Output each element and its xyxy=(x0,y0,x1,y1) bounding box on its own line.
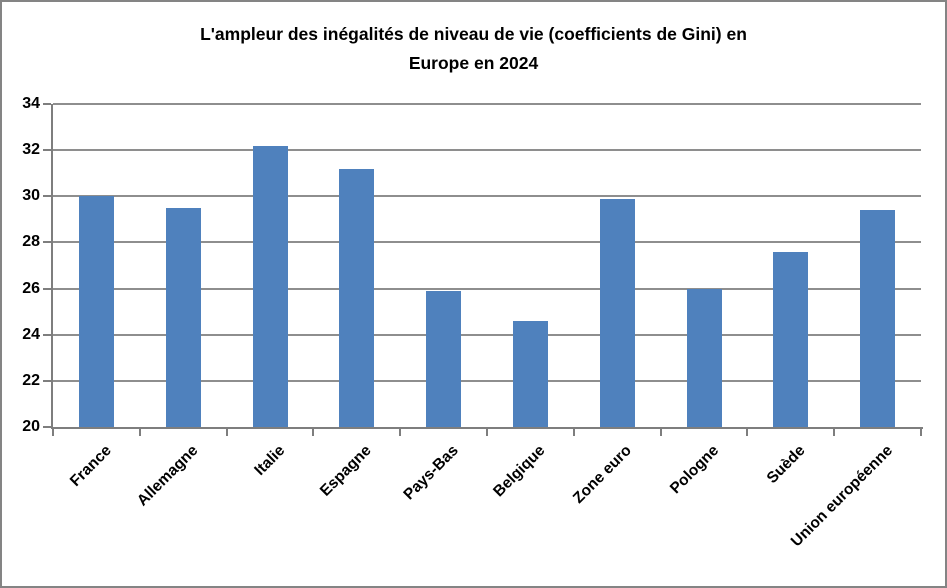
bar-belgique xyxy=(512,320,548,427)
y-axis-tick xyxy=(43,426,51,428)
x-category-label: Espagne xyxy=(317,442,375,500)
y-axis-tick xyxy=(43,287,51,290)
bar-france xyxy=(78,196,114,427)
x-axis-tick xyxy=(572,427,575,436)
chart-title-line-2: Europe en 2024 xyxy=(408,53,539,73)
chart-title-line-1: L'ampleur des inégalités de niveau de vi… xyxy=(200,24,747,44)
bar-zone-euro xyxy=(599,198,635,427)
gridline xyxy=(53,241,921,244)
chart-title: L'ampleur des inégalités de niveau de vi… xyxy=(2,20,945,78)
y-axis-tick xyxy=(43,333,51,336)
x-axis-tick xyxy=(833,427,836,436)
x-axis-tick xyxy=(312,427,315,436)
bar-pologne xyxy=(686,288,722,427)
y-axis-tick-label: 24 xyxy=(22,325,40,343)
x-axis-tick xyxy=(486,427,488,436)
x-axis-tick xyxy=(746,427,749,436)
x-axis-tick xyxy=(920,427,922,436)
bar-su-de xyxy=(773,251,809,427)
y-axis-tick-label: 28 xyxy=(22,233,40,251)
y-axis-tick xyxy=(43,241,51,244)
bar-italie xyxy=(252,145,288,427)
x-category-label: France xyxy=(66,442,115,490)
x-category-label: Italie xyxy=(251,442,289,480)
gridline xyxy=(53,287,921,290)
x-category-label: Belgique xyxy=(490,442,549,501)
y-axis-tick xyxy=(43,195,51,198)
plot-area: 20 22 24 26 28 30 32 34 France Allemagne Italie Esp… xyxy=(22,95,923,550)
x-axis-line xyxy=(51,427,923,429)
y-axis-tick-label: 26 xyxy=(22,279,40,297)
gridline xyxy=(53,333,921,336)
gridline xyxy=(53,103,921,105)
y-axis-tick-label: 32 xyxy=(22,141,40,159)
y-axis-tick-label: 34 xyxy=(22,95,40,112)
y-axis-tick-label: 20 xyxy=(22,418,40,435)
gridline xyxy=(53,195,921,198)
bar-union-europ-enne xyxy=(860,210,896,427)
gridline xyxy=(53,149,921,152)
x-axis-tick xyxy=(225,427,228,436)
x-axis-tick xyxy=(52,427,54,436)
gridline xyxy=(53,379,921,382)
x-axis-tick xyxy=(399,427,402,436)
y-axis-tick xyxy=(43,103,51,105)
x-category-label: Pologne xyxy=(666,442,723,498)
y-axis-line xyxy=(51,104,53,429)
y-axis-tick-label: 30 xyxy=(22,187,40,205)
bar-pays-bas xyxy=(426,290,462,427)
x-category-label: Pays-Bas xyxy=(400,442,462,504)
x-category-label: Suède xyxy=(763,442,809,487)
bar-espagne xyxy=(339,168,375,427)
x-category-label: Zone euro xyxy=(570,442,636,507)
x-category-label: Allemagne xyxy=(133,442,202,510)
bar-allemagne xyxy=(165,207,201,427)
y-axis-tick xyxy=(43,149,51,152)
y-axis-tick-label: 22 xyxy=(22,371,40,389)
x-axis-tick xyxy=(138,427,141,436)
x-axis-tick xyxy=(659,427,662,436)
y-axis-tick xyxy=(43,379,51,382)
